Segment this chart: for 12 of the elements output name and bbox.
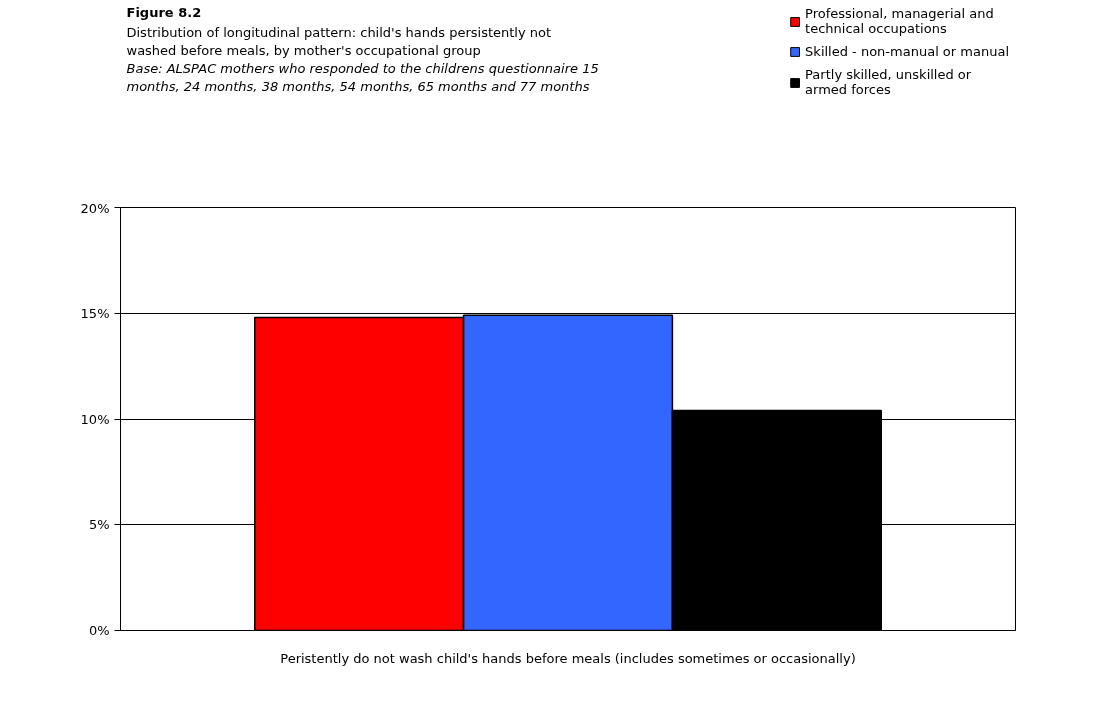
y-tick-label: 0% bbox=[88, 623, 110, 638]
x-tick-label: Peristently do not wash child's hands before meals (includes sometimes or occasionally) bbox=[280, 650, 856, 666]
legend-label: Professional, managerial and technical occupations bbox=[805, 6, 994, 36]
text: Base: ALSPAC mothers who responded to the childrens questionnaire 15 months, 24 months, 38 months, 54 months, 65 months and 77 months bbox=[126, 60, 599, 95]
legend-label: Skilled - non-manual or manual bbox=[805, 44, 1009, 59]
y-tick-label: 5% bbox=[88, 517, 110, 533]
y-tick-label: 20% bbox=[80, 200, 110, 216]
legend-label: Partly skilled, unskilled or armed forces bbox=[805, 67, 972, 97]
chart-title: Figure 8.2 bbox=[126, 4, 202, 20]
chart-subtitle: Distribution of longitudinal pattern: child's hands persistently not washed before meals, by mother's occupational group bbox=[126, 24, 552, 59]
y-tick-label: 10% bbox=[80, 411, 110, 427]
y-tick-label: 15% bbox=[80, 305, 110, 321]
